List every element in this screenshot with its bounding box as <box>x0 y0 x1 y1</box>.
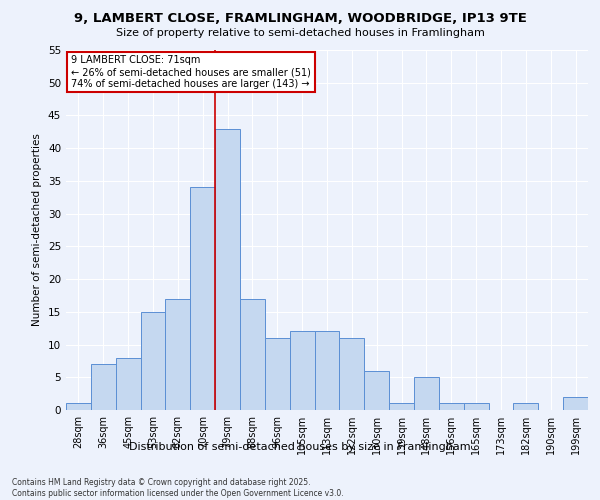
Text: 9 LAMBERT CLOSE: 71sqm
← 26% of semi-detached houses are smaller (51)
74% of sem: 9 LAMBERT CLOSE: 71sqm ← 26% of semi-det… <box>71 56 311 88</box>
Bar <box>340 338 364 410</box>
Text: Size of property relative to semi-detached houses in Framlingham: Size of property relative to semi-detach… <box>116 28 484 38</box>
Bar <box>563 397 588 410</box>
Bar <box>240 298 265 410</box>
Bar <box>514 404 538 410</box>
Bar <box>290 332 314 410</box>
Bar <box>364 370 389 410</box>
Bar <box>116 358 140 410</box>
Bar <box>439 404 464 410</box>
Y-axis label: Number of semi-detached properties: Number of semi-detached properties <box>32 134 43 326</box>
Bar <box>464 404 488 410</box>
Bar <box>314 332 340 410</box>
Bar <box>66 404 91 410</box>
Text: Distribution of semi-detached houses by size in Framlingham: Distribution of semi-detached houses by … <box>129 442 471 452</box>
Text: Contains HM Land Registry data © Crown copyright and database right 2025.
Contai: Contains HM Land Registry data © Crown c… <box>12 478 344 498</box>
Bar <box>215 128 240 410</box>
Bar <box>265 338 290 410</box>
Bar <box>91 364 116 410</box>
Bar <box>389 404 414 410</box>
Bar <box>190 188 215 410</box>
Bar <box>140 312 166 410</box>
Text: 9, LAMBERT CLOSE, FRAMLINGHAM, WOODBRIDGE, IP13 9TE: 9, LAMBERT CLOSE, FRAMLINGHAM, WOODBRIDG… <box>74 12 526 26</box>
Bar <box>166 298 190 410</box>
Bar <box>414 378 439 410</box>
